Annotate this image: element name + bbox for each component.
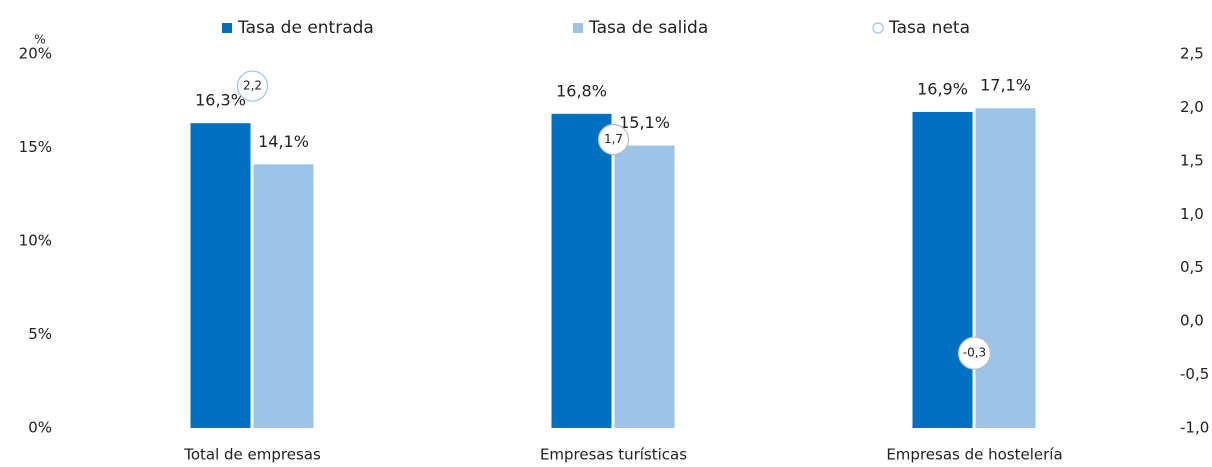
net-rate-marker [957,336,992,370]
data-label: 16,8% [556,81,607,100]
y2-tick-label: 0,0 [1180,312,1204,330]
bar [253,164,314,428]
bar [975,108,1036,428]
y-tick-label: 0% [28,419,52,437]
net-rate-marker [597,123,630,156]
net-rate-marker [236,70,269,102]
x-tick-label: Empresas de hostelería [886,446,1062,464]
bar [614,145,675,428]
bar [190,123,251,428]
y-tick-label: 10% [19,232,52,250]
x-tick-label: Total de empresas [183,446,321,464]
data-label: 1,7 [604,132,623,146]
data-label: -0,3 [963,346,986,360]
bar [912,111,973,428]
data-label: 15,1% [619,113,670,132]
y-tick-label: 15% [19,138,52,156]
bar [551,113,612,428]
legend-label: Tasa de salida [588,18,708,38]
legend-marker [872,22,884,34]
y2-tick-label: -1,0 [1180,419,1209,437]
data-label: 16,3% [195,91,246,110]
y2-tick-label: -0,5 [1180,365,1209,383]
y2-tick-label: 2,5 [1180,45,1204,63]
y2-tick-label: 0,5 [1180,258,1204,276]
data-label: 2,2 [243,79,262,93]
legend-marker [573,23,583,33]
data-label: 16,9% [917,79,968,98]
y-tick-label: 20% [19,45,52,63]
data-label: 14,1% [258,132,309,151]
y-tick-label: 5% [28,325,52,343]
y-axis-label: % [34,33,45,47]
legend-label: Tasa de entrada [237,18,374,38]
y2-tick-label: 1,0 [1180,205,1204,223]
legend-marker [222,23,232,33]
y2-tick-label: 1,5 [1180,151,1204,169]
data-label: 17,1% [980,76,1031,95]
x-tick-label: Empresas turísticas [540,446,687,464]
legend-label: Tasa neta [888,18,970,38]
y2-tick-label: 2,0 [1180,98,1204,116]
